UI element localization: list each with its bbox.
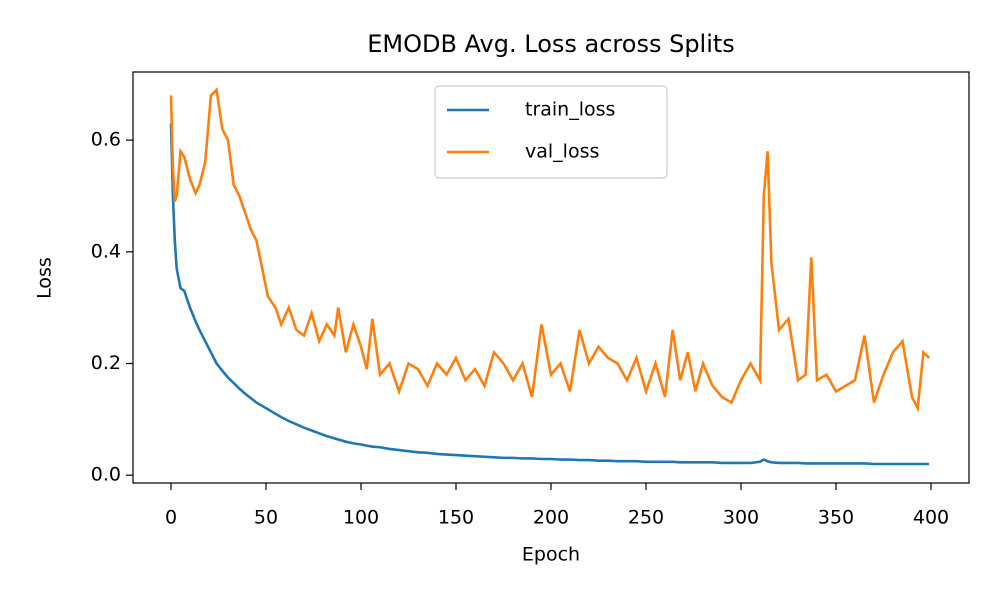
legend-label: val_loss: [525, 141, 599, 163]
x-tick-label: 350: [818, 507, 854, 529]
x-tick-label: 250: [628, 507, 664, 529]
x-axis-label: Epoch: [522, 544, 580, 566]
legend-box: [434, 85, 668, 179]
x-tick-label: 100: [343, 507, 379, 529]
legend-label: train_loss: [525, 99, 615, 121]
y-tick-label: 0.6: [91, 129, 121, 151]
y-axis-label: Loss: [34, 257, 56, 299]
x-tick-label: 200: [533, 507, 569, 529]
y-tick-label: 0.2: [91, 352, 121, 374]
y-tick-label: 0.0: [91, 464, 121, 486]
x-tick-label: 50: [254, 507, 278, 529]
x-tick-label: 0: [165, 507, 177, 529]
y-tick-label: 0.4: [91, 240, 121, 262]
line-series: [169, 123, 930, 466]
x-tick-label: 150: [438, 507, 474, 529]
chart-title: EMODB Avg. Loss across Splits: [367, 30, 735, 58]
line-series: [169, 87, 931, 413]
legend: train_loss val_loss: [434, 85, 668, 179]
x-tick-label: 300: [723, 507, 759, 529]
plot-frame: [132, 71, 970, 484]
x-tick-label: 400: [913, 507, 949, 529]
